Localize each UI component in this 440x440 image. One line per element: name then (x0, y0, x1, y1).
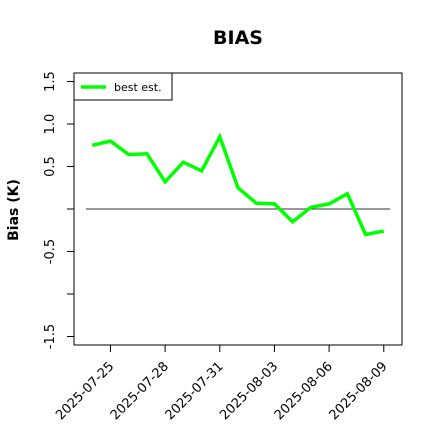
chart-title: BIAS (213, 27, 263, 49)
series-line-best-est (91, 132, 385, 237)
y-axis: -1.5 -0.5 0.5 1.0 1.5 (43, 71, 74, 349)
y-axis-label: Bias (K) (6, 179, 22, 241)
y-tick-label: 0.5 (43, 156, 58, 177)
series-layer (91, 132, 385, 237)
legend-label: best est. (114, 81, 162, 94)
x-axis: 2025-07-252025-07-282025-07-312025-08-03… (53, 345, 391, 423)
y-tick-label: -1.5 (43, 324, 58, 349)
x-tick-label: 2025-08-09 (327, 359, 391, 423)
legend: best est. (73, 72, 173, 101)
y-tick-label: -0.5 (43, 239, 58, 264)
y-tick-label: 1.5 (43, 71, 58, 92)
y-tick-label: 1.0 (43, 114, 58, 135)
